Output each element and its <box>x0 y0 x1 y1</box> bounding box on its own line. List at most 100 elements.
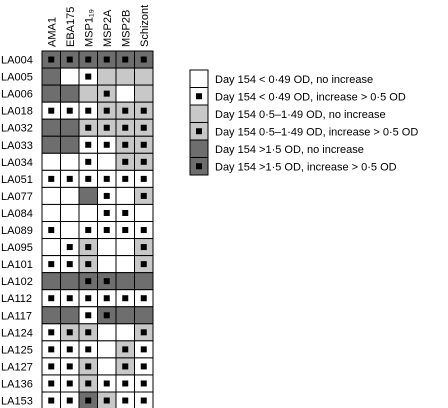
heatmap-cell <box>115 323 135 342</box>
heatmap-cell <box>41 152 61 171</box>
increase-marker <box>122 141 129 148</box>
heatmap-cell <box>41 203 61 222</box>
increase-marker <box>85 380 92 387</box>
increase-marker <box>103 380 110 387</box>
increase-marker <box>122 107 129 114</box>
increase-marker <box>66 295 73 302</box>
increase-marker <box>103 56 110 63</box>
heatmap-cell <box>41 135 61 154</box>
increase-marker <box>66 346 73 353</box>
increase-marker <box>66 329 73 336</box>
increase-marker <box>85 175 92 182</box>
increase-marker <box>140 107 147 114</box>
increase-marker <box>122 227 129 234</box>
row-label: LA136 <box>1 378 33 390</box>
heatmap-cell <box>60 152 80 171</box>
heatmap-cell <box>78 186 98 205</box>
heatmap-cell <box>60 67 80 86</box>
increase-marker <box>103 209 110 216</box>
increase-marker <box>140 158 147 165</box>
heatmap-cell <box>41 306 61 325</box>
column-label: EBA175 <box>65 7 77 47</box>
increase-marker <box>122 380 129 387</box>
increase-marker <box>85 73 92 80</box>
heatmap-cell <box>134 306 154 325</box>
increase-marker <box>85 227 92 234</box>
increase-marker <box>122 158 129 165</box>
heatmap-cell <box>41 186 61 205</box>
increase-marker <box>66 107 73 114</box>
increase-marker <box>48 227 55 234</box>
increase-marker <box>140 227 147 234</box>
heatmap-cell <box>97 340 117 359</box>
heatmap-cell <box>97 323 117 342</box>
increase-marker <box>140 329 147 336</box>
row-label: LA095 <box>1 242 33 254</box>
heatmap-cell <box>134 203 154 222</box>
increase-marker <box>103 227 110 234</box>
heatmap-cell <box>41 272 61 291</box>
increase-marker <box>48 329 55 336</box>
increase-marker <box>103 295 110 302</box>
row-label: LA127 <box>1 361 33 373</box>
increase-marker <box>140 192 147 199</box>
increase-marker <box>140 261 147 268</box>
legend-marker <box>196 163 202 170</box>
increase-marker <box>122 397 129 404</box>
row-label: LA077 <box>1 191 33 203</box>
increase-marker <box>103 90 110 97</box>
heatmap-cell <box>115 186 135 205</box>
increase-marker <box>85 158 92 165</box>
heatmap-cell <box>41 84 61 103</box>
increase-marker <box>48 261 55 268</box>
row-labels: LA004 LA005 LA006 LA018 LA032 LA033 LA034 LA051… <box>1 55 33 408</box>
legend-swatch <box>189 69 209 88</box>
row-label: LA124 <box>1 327 33 339</box>
increase-marker <box>48 295 55 302</box>
increase-marker <box>140 380 147 387</box>
heatmap-cell <box>97 357 117 376</box>
heatmap-cell <box>41 238 61 257</box>
row-label: LA089 <box>1 225 33 237</box>
row-label: LA006 <box>1 89 33 101</box>
row-label: LA102 <box>1 276 33 288</box>
heatmap-cell <box>115 84 135 103</box>
increase-marker <box>103 175 110 182</box>
legend-label: Day 154 0·5–1·49 OD, increase > 0·5 OD <box>215 126 418 138</box>
legend-label: Day 154 < 0·49 OD, increase > 0·5 OD <box>215 91 406 103</box>
increase-marker <box>48 380 55 387</box>
increase-marker <box>103 312 110 319</box>
row-label: LA033 <box>1 140 33 152</box>
row-label: LA018 <box>1 106 33 118</box>
heatmap-cell <box>115 255 135 274</box>
increase-marker <box>85 329 92 336</box>
increase-marker <box>85 397 92 404</box>
increase-marker <box>85 141 92 148</box>
column-label: MSP2B <box>120 10 132 47</box>
heatmap-cell <box>115 272 135 291</box>
heatmap-cell <box>134 84 154 103</box>
increase-marker <box>85 312 92 319</box>
increase-marker <box>66 56 73 63</box>
row-label: LA032 <box>1 123 33 135</box>
heatmap-cell <box>60 186 80 205</box>
increase-marker <box>140 141 147 148</box>
row-label: LA125 <box>1 344 33 356</box>
increase-marker <box>66 261 73 268</box>
increase-marker <box>103 278 110 285</box>
increase-marker <box>122 56 129 63</box>
heatmap-cell <box>97 67 117 86</box>
row-label: LA112 <box>1 293 32 305</box>
increase-marker <box>122 175 129 182</box>
heatmap-cell <box>134 67 154 86</box>
increase-marker <box>48 363 55 370</box>
increase-marker <box>122 346 129 353</box>
row-label: LA051 <box>1 174 33 186</box>
increase-marker <box>66 175 73 182</box>
increase-marker <box>85 295 92 302</box>
increase-marker <box>103 397 110 404</box>
increase-marker <box>85 244 92 251</box>
increase-marker <box>85 124 92 131</box>
heatmap-cell <box>115 306 135 325</box>
heatmap-cell <box>115 238 135 257</box>
